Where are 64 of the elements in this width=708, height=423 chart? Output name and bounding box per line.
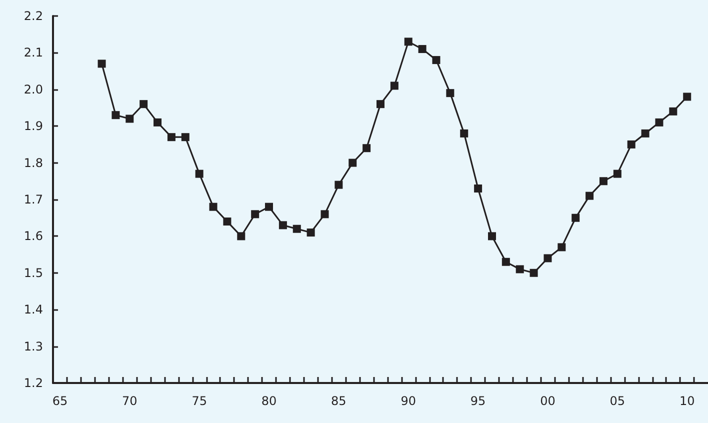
point (390, 82, 398, 90)
point (655, 118, 664, 126)
x-tick-label: 85 (331, 394, 346, 408)
point (669, 107, 678, 116)
point (348, 158, 357, 167)
point (446, 89, 454, 98)
y-tick-label: 2.0 (24, 82, 43, 96)
x-tick-label: 00 (540, 394, 556, 408)
point (237, 232, 246, 240)
point (516, 265, 524, 274)
point (530, 268, 538, 277)
point (404, 38, 412, 46)
point (265, 202, 274, 211)
point (154, 118, 162, 126)
y-tick-label: 1.9 (24, 119, 43, 134)
x-tick-label: 95 (470, 394, 486, 408)
point (320, 210, 329, 218)
y-tick-label: 1.2 (24, 376, 43, 390)
y-tick-label: 1.5 (24, 266, 43, 280)
y-tick-label: 1.3 (24, 339, 43, 354)
point (599, 177, 608, 186)
y-tick-label: 2.2 (24, 9, 43, 23)
point (292, 224, 301, 233)
point (223, 218, 232, 226)
point (167, 133, 176, 142)
point (362, 144, 371, 152)
point (474, 184, 482, 192)
point (488, 232, 496, 240)
x-tick-label: 10 (679, 394, 695, 408)
point (641, 129, 650, 138)
x-tick-label: 65 (52, 394, 68, 408)
point (627, 140, 636, 148)
point (251, 210, 260, 218)
y-tick-label: 1.8 (24, 156, 43, 170)
point (683, 92, 692, 101)
point (278, 221, 287, 230)
point (586, 192, 594, 200)
point (572, 214, 580, 222)
x-tick-label: 05 (610, 394, 626, 408)
point (306, 228, 315, 237)
point (126, 114, 134, 123)
point (460, 129, 468, 138)
x-tick-label: 80 (261, 394, 277, 408)
point (432, 56, 440, 64)
point (502, 258, 510, 266)
point (334, 180, 343, 189)
point (558, 243, 566, 252)
point (181, 133, 190, 142)
point (195, 170, 204, 178)
point (613, 170, 622, 178)
y-tick-label: 1.4 (24, 302, 43, 317)
point (209, 202, 218, 211)
y-tick-label: 1.6 (24, 229, 43, 244)
x-tick-label: 90 (400, 394, 416, 408)
point (544, 254, 552, 262)
point (112, 111, 120, 120)
point (376, 100, 384, 108)
point (98, 60, 106, 68)
point (140, 100, 148, 108)
x-tick-label: 70 (122, 394, 138, 408)
y-tick-label: 1.7 (24, 192, 43, 206)
y-tick-label: 2.1 (24, 46, 43, 60)
x-tick-label: 75 (192, 394, 207, 408)
point (418, 45, 426, 54)
